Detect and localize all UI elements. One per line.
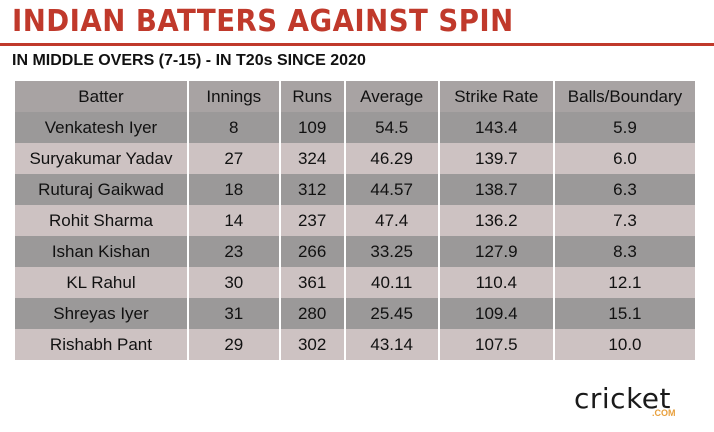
cell-batter: Shreyas Iyer: [15, 298, 189, 329]
cell-balls-per-boundary: 6.0: [553, 143, 695, 174]
cell-innings: 27: [187, 143, 281, 174]
cell-innings: 23: [187, 236, 281, 267]
cell-innings: 30: [187, 267, 281, 298]
cell-strike-rate: 136.2: [438, 205, 555, 236]
column-header-strike-rate: Strike Rate: [438, 81, 555, 112]
cell-runs: 266: [279, 236, 346, 267]
column-header-average: Average: [344, 81, 440, 112]
cell-strike-rate: 143.4: [438, 112, 555, 143]
table-row: Rohit Sharma 14 237 47.4 136.2 7.3: [15, 205, 695, 236]
cell-average: 44.57: [344, 174, 440, 205]
cricket-com-logo: cricket .COM: [574, 382, 692, 422]
cell-balls-per-boundary: 15.1: [553, 298, 695, 329]
cell-batter: KL Rahul: [15, 267, 189, 298]
cell-strike-rate: 107.5: [438, 329, 555, 360]
cell-average: 47.4: [344, 205, 440, 236]
logo-word-text: cricket: [574, 382, 672, 415]
table-row: Ruturaj Gaikwad 18 312 44.57 138.7 6.3: [15, 174, 695, 205]
logo-wordmark: cricket: [574, 382, 671, 415]
column-header-innings: Innings: [187, 81, 281, 112]
table-row: Suryakumar Yadav 27 324 46.29 139.7 6.0: [15, 143, 695, 174]
column-header-runs: Runs: [279, 81, 346, 112]
cell-balls-per-boundary: 7.3: [553, 205, 695, 236]
cell-strike-rate: 138.7: [438, 174, 555, 205]
cell-runs: 312: [279, 174, 346, 205]
cell-average: 54.5: [344, 112, 440, 143]
cell-innings: 8: [187, 112, 281, 143]
cell-batter: Rohit Sharma: [15, 205, 189, 236]
chart-title: INDIAN BATTERS AGAINST SPIN: [12, 4, 514, 39]
chart-subtitle: IN MIDDLE OVERS (7-15) - IN T20s SINCE 2…: [12, 52, 366, 69]
table-header-row: Batter Innings Runs Average Strike Rate …: [15, 81, 695, 112]
cell-strike-rate: 110.4: [438, 267, 555, 298]
cell-average: 33.25: [344, 236, 440, 267]
batting-stats-table: Batter Innings Runs Average Strike Rate …: [15, 81, 695, 360]
column-header-balls-per-boundary: Balls/Boundary: [553, 81, 695, 112]
cell-innings: 29: [187, 329, 281, 360]
cell-innings: 14: [187, 205, 281, 236]
cell-strike-rate: 127.9: [438, 236, 555, 267]
cell-strike-rate: 139.7: [438, 143, 555, 174]
cell-runs: 109: [279, 112, 346, 143]
cell-average: 25.45: [344, 298, 440, 329]
logo-suffix: .COM: [652, 408, 676, 418]
title-rule: [0, 43, 714, 46]
cell-balls-per-boundary: 10.0: [553, 329, 695, 360]
cell-batter: Ruturaj Gaikwad: [15, 174, 189, 205]
cell-average: 43.14: [344, 329, 440, 360]
table-row: Ishan Kishan 23 266 33.25 127.9 8.3: [15, 236, 695, 267]
cell-average: 46.29: [344, 143, 440, 174]
cell-balls-per-boundary: 6.3: [553, 174, 695, 205]
cell-innings: 18: [187, 174, 281, 205]
cell-runs: 280: [279, 298, 346, 329]
table-row: KL Rahul 30 361 40.11 110.4 12.1: [15, 267, 695, 298]
cell-innings: 31: [187, 298, 281, 329]
cell-batter: Rishabh Pant: [15, 329, 189, 360]
cell-batter: Ishan Kishan: [15, 236, 189, 267]
cell-batter: Suryakumar Yadav: [15, 143, 189, 174]
cell-strike-rate: 109.4: [438, 298, 555, 329]
cell-balls-per-boundary: 5.9: [553, 112, 695, 143]
table-body: Venkatesh Iyer 8 109 54.5 143.4 5.9 Suryakumar…: [15, 112, 695, 360]
table-row: Venkatesh Iyer 8 109 54.5 143.4 5.9: [15, 112, 695, 143]
column-header-batter: Batter: [15, 81, 189, 112]
cell-balls-per-boundary: 12.1: [553, 267, 695, 298]
table-row: Rishabh Pant 29 302 43.14 107.5 10.0: [15, 329, 695, 360]
cell-balls-per-boundary: 8.3: [553, 236, 695, 267]
cell-runs: 361: [279, 267, 346, 298]
cell-average: 40.11: [344, 267, 440, 298]
table-row: Shreyas Iyer 31 280 25.45 109.4 15.1: [15, 298, 695, 329]
cell-runs: 302: [279, 329, 346, 360]
cell-runs: 237: [279, 205, 346, 236]
cell-batter: Venkatesh Iyer: [15, 112, 189, 143]
cell-runs: 324: [279, 143, 346, 174]
